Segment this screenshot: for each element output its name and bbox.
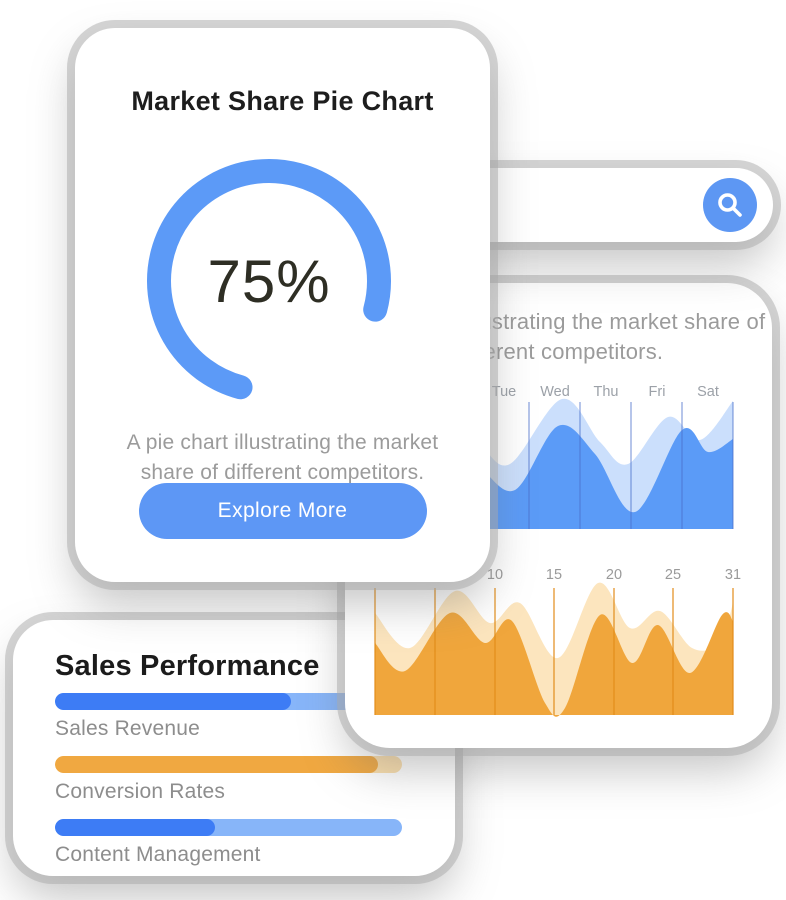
progress-bar-row: Content Management <box>55 819 415 867</box>
explore-more-button[interactable]: Explore More <box>138 483 427 539</box>
progress-bar-track <box>55 819 402 836</box>
tick-label: Fri <box>649 384 666 400</box>
pie-card-title: Market Share Pie Chart <box>131 86 434 116</box>
progress-bar-label: Sales Revenue <box>55 717 201 740</box>
search-icon <box>716 191 744 219</box>
weekly-area-chart: Tue Wed Thu Fri Sat <box>440 384 734 529</box>
monthly-area-chart: 10 15 20 25 31 <box>374 567 741 717</box>
tick-label: 25 <box>665 567 681 583</box>
donut-ring <box>147 159 391 403</box>
progress-bar-track <box>55 756 402 773</box>
progress-bar-label: Content Management <box>55 843 261 866</box>
tick-label: 20 <box>606 567 622 583</box>
market-share-card: Market Share Pie Chart 75% A pie chart i… <box>75 28 490 582</box>
tick-label: 15 <box>546 567 562 583</box>
tick-label: Thu <box>594 384 619 400</box>
search-button[interactable] <box>703 178 757 232</box>
progress-bar-fill <box>55 693 291 710</box>
progress-bar-fill <box>55 819 215 836</box>
progress-bar-fill <box>55 756 378 773</box>
progress-bar-track <box>55 693 402 710</box>
progress-bar-row: Sales Revenue <box>55 693 415 741</box>
sales-card-title: Sales Performance <box>55 650 320 682</box>
progress-bar-label: Conversion Rates <box>55 780 226 803</box>
weekly-area-chart-primary-area <box>440 424 733 529</box>
progress-bar-row: Conversion Rates <box>55 756 415 804</box>
progress-bar-list: Sales Revenue Conversion Rates Content Man… <box>55 693 415 882</box>
monthly-area-chart-primary-area <box>375 612 733 717</box>
tick-label: 10 <box>487 567 503 583</box>
tick-label: Sat <box>697 384 719 400</box>
donut-chart: 75% <box>134 146 404 416</box>
tick-label: Tue <box>492 384 516 400</box>
tick-label: 31 <box>725 567 741 583</box>
pie-card-description: A pie chart illustrating the market shar… <box>126 431 439 484</box>
donut-percent-label: 75% <box>207 247 331 315</box>
tick-label: Wed <box>540 384 570 400</box>
